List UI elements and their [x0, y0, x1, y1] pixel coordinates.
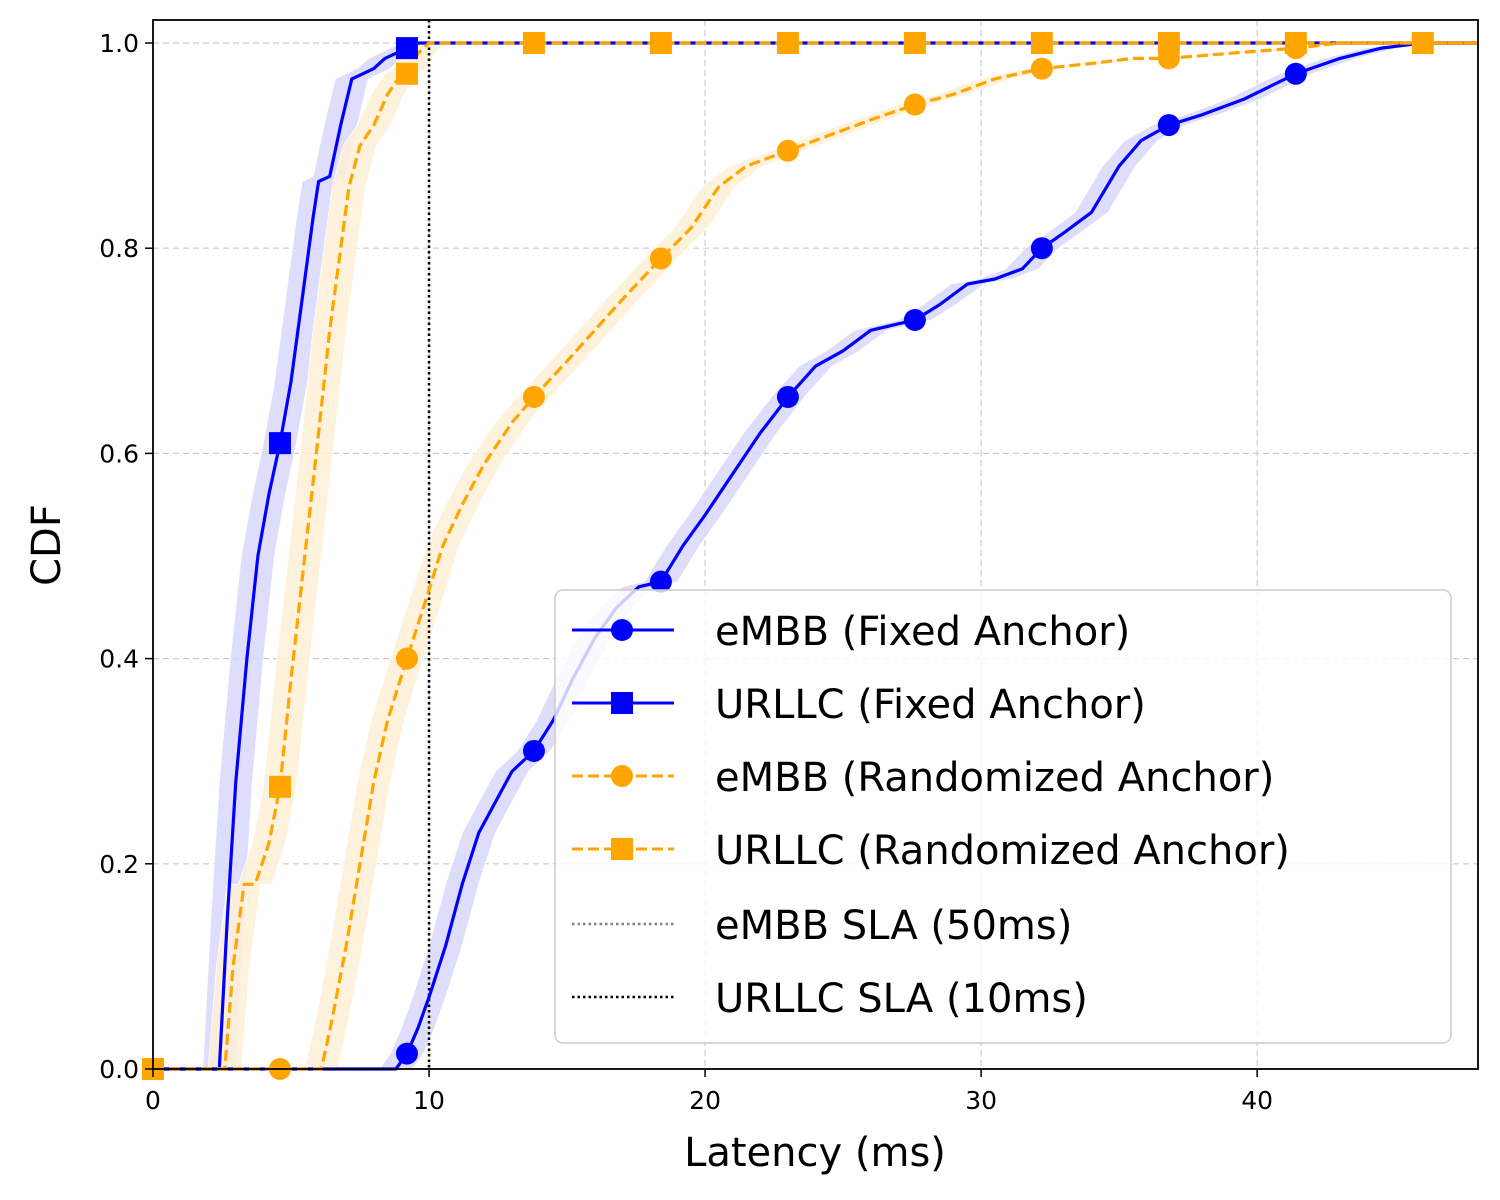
legend-label: URLLC (Randomized Anchor): [715, 828, 1290, 874]
circle-marker-icon: [395, 1042, 418, 1065]
x-tick-label: 0: [145, 1086, 161, 1115]
y-tick-label: 0.2: [99, 850, 139, 879]
y-tick-label: 0.6: [99, 439, 139, 468]
square-marker-icon: [1284, 32, 1307, 54]
square-marker-icon: [649, 32, 672, 54]
plot-frame: [152, 19, 1479, 1070]
square-marker-icon: [611, 692, 633, 714]
square-marker-icon: [268, 775, 291, 798]
legend-item-embb-randomized: eMBB (Randomized Anchor): [572, 755, 1274, 801]
y-tick-label: 0.4: [99, 645, 139, 674]
circle-marker-icon: [522, 385, 545, 408]
circle-marker-icon: [649, 247, 672, 270]
circle-marker-icon: [611, 765, 633, 787]
x-tick-label: 30: [965, 1086, 997, 1115]
legend-item-embb-fixed: eMBB (Fixed Anchor): [572, 609, 1130, 655]
square-marker-icon: [776, 32, 799, 54]
circle-marker-icon: [903, 93, 926, 116]
legend: eMBB (Fixed Anchor) URLLC (Fixed Anchor)…: [554, 589, 1452, 1044]
x-tick-label: 10: [413, 1086, 445, 1115]
square-marker-icon: [1030, 32, 1053, 54]
circle-marker-icon: [776, 385, 799, 408]
confidence-band: [153, 42, 1478, 1070]
square-marker-icon: [611, 838, 633, 860]
legend-label: eMBB SLA (50ms): [715, 903, 1072, 949]
y-tick-label: 0.8: [99, 234, 139, 263]
legend-box: [554, 589, 1452, 1044]
square-marker-icon: [522, 32, 545, 54]
circle-marker-icon: [1030, 57, 1053, 80]
y-tick-label: 0.0: [99, 1055, 139, 1084]
x-tick-label: 20: [689, 1086, 721, 1115]
circle-marker-icon: [1157, 114, 1180, 137]
legend-item-embb-sla: eMBB SLA (50ms): [572, 903, 1072, 949]
y-tick-label: 1.0: [99, 29, 139, 58]
y-axis-label: CDF: [24, 504, 70, 586]
square-marker-icon: [1411, 32, 1434, 54]
legend-label: URLLC SLA (10ms): [715, 976, 1088, 1022]
legend-label: eMBB (Randomized Anchor): [715, 755, 1274, 801]
legend-item-urllc-randomized: URLLC (Randomized Anchor): [572, 828, 1290, 874]
circle-marker-icon: [1030, 237, 1053, 260]
axis-ticks: 0 10 20 30 40 0.0 0.2 0.4 0.6 0.8 1.0: [99, 29, 1273, 1115]
series-markers: [142, 32, 1434, 1080]
legend-item-urllc-sla: URLLC SLA (10ms): [572, 976, 1088, 1022]
x-tick-label: 40: [1241, 1086, 1273, 1115]
circle-marker-icon: [776, 139, 799, 162]
circle-marker-icon: [522, 739, 545, 762]
circle-marker-icon: [1284, 62, 1307, 85]
square-marker-icon: [395, 62, 418, 85]
square-marker-icon: [268, 432, 291, 455]
circle-marker-icon: [903, 309, 926, 332]
confidence-band: [153, 42, 1478, 1070]
circle-marker-icon: [395, 647, 418, 670]
circle-marker-icon: [649, 570, 672, 593]
square-marker-icon: [1157, 32, 1180, 54]
circle-marker-icon: [611, 619, 633, 641]
series-line: [153, 41, 1478, 1071]
legend-item-urllc-fixed: URLLC (Fixed Anchor): [572, 682, 1146, 728]
legend-label: eMBB (Fixed Anchor): [715, 609, 1130, 655]
confidence-band: [153, 42, 1478, 1070]
square-marker-icon: [395, 37, 418, 60]
square-marker-icon: [903, 32, 926, 54]
legend-label: URLLC (Fixed Anchor): [715, 682, 1146, 728]
x-axis-label: Latency (ms): [684, 1130, 946, 1176]
